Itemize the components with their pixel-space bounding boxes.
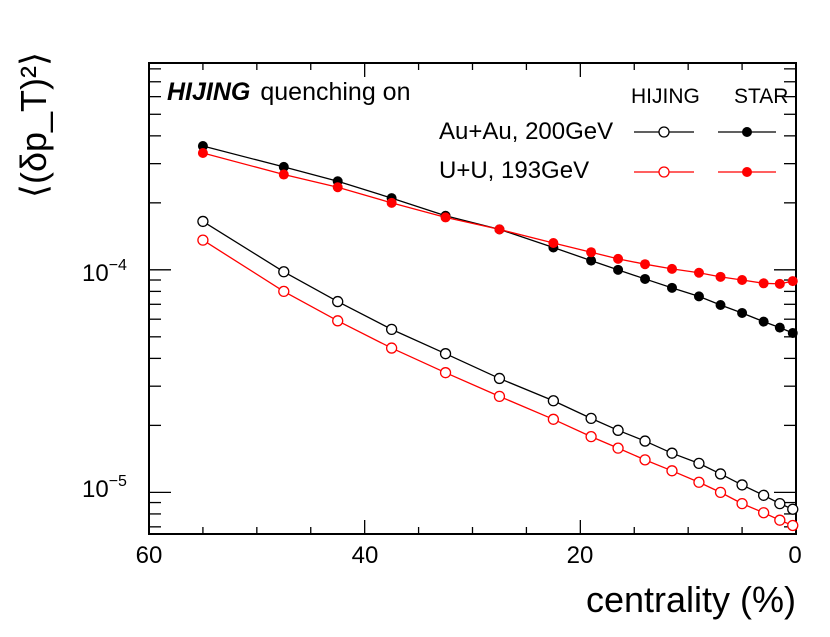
data-point [612,424,624,436]
data-point [385,342,398,354]
data-point [774,514,786,526]
data-point [639,454,651,466]
data-point [586,247,597,258]
data-point [493,372,506,385]
data-point [737,275,748,286]
data-point [787,519,799,532]
data-point [439,348,452,360]
data-point [640,273,651,284]
data-point [278,285,290,298]
data-point [332,315,344,327]
data-point [439,367,452,379]
data-point [693,476,705,488]
x-tick-label: 40 [352,542,379,569]
data-point [278,169,289,180]
data-point [737,307,748,318]
data-point [758,316,769,327]
legend-marker-auau-hijing [658,126,670,138]
legend-header-hijing: HIJING [631,85,700,108]
x-tick-label: 0 [788,542,801,569]
data-point [586,255,597,266]
legend-label-auau: Au+Au, 200GeV [439,118,613,145]
data-point [666,447,678,459]
data-point [585,412,597,425]
data-point [585,430,597,443]
data-point [639,435,651,447]
data-point [197,234,209,246]
data-point [640,259,651,270]
axis-ticks [148,63,797,534]
data-point [758,489,770,501]
data-point [693,457,705,470]
data-point [736,497,748,510]
data-point [278,266,290,278]
legend-label-uu: U+U, 193GeV [439,157,589,184]
x-axis-title: centrality (%) [586,579,796,620]
data-point [693,291,704,302]
data-point [714,468,727,480]
series-line-0 [202,220,794,510]
data-point [385,323,398,336]
data-point [787,276,798,287]
data-point [278,161,289,172]
data-point [548,237,559,248]
data-point [666,465,678,477]
data-point [493,390,506,403]
data-point [774,497,786,510]
data-point [613,253,624,264]
legend-marker-auau-star [742,127,752,137]
data-point [758,507,770,519]
y-axis-title: ⟨(δp_T)²⟩ [13,52,54,198]
data-point [787,503,799,515]
data-point [787,328,798,339]
data-point [440,212,451,223]
data-point [714,486,727,499]
data-point [715,299,726,310]
series-markers [197,141,799,532]
data-point [774,278,785,289]
x-tick-label: 60 [136,542,163,569]
y-tick-label: 10−5 [82,473,127,503]
legend-header-star: STAR [734,85,788,108]
data-point [386,197,397,208]
data-point [774,322,785,333]
legend-marker-uu-star [742,167,752,177]
series-lines [202,145,794,527]
data-point [613,264,624,275]
data-point [197,141,208,152]
data-point [494,224,505,235]
data-point [197,147,208,158]
data-point [666,263,677,274]
data-point [547,395,560,407]
data-point [758,278,769,289]
y-tick-label: 10−4 [82,257,127,287]
data-point [547,413,560,425]
data-point [693,267,704,278]
data-point [197,215,209,228]
data-point [332,295,344,308]
data-point [666,282,677,293]
data-point [332,182,343,193]
chart-title: HIJING quenching on [167,78,411,106]
x-tick-label: 20 [567,542,594,569]
legend-marker-uu-hijing [658,166,670,178]
data-point [612,442,624,454]
data-point [736,479,748,491]
data-point [715,271,726,282]
